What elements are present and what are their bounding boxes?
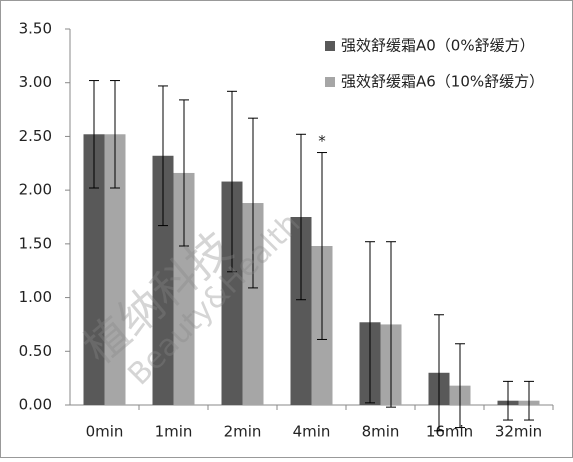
bar	[83, 134, 105, 405]
y-tick-label: 0.50	[19, 342, 52, 360]
y-tick-label: 1.00	[19, 288, 52, 306]
y-tick-label: 0.00	[19, 396, 52, 414]
error-bar	[110, 80, 120, 189]
error-bar	[386, 241, 396, 408]
y-tick-label: 3.50	[19, 20, 52, 38]
x-tick-label: 1min	[155, 423, 193, 441]
error-bar	[503, 380, 513, 421]
bar	[242, 203, 264, 405]
y-tick-label: 2.50	[19, 127, 52, 145]
bar	[221, 181, 243, 405]
legend-swatch	[325, 41, 335, 51]
error-bar	[524, 380, 534, 421]
annotation: *	[318, 132, 326, 150]
error-bar	[227, 90, 237, 273]
x-tick-label: 32min	[495, 423, 542, 441]
y-tick-label: 1.50	[19, 234, 52, 252]
error-bar	[179, 99, 189, 247]
bar	[173, 172, 195, 405]
y-tick-label: 2.00	[19, 181, 52, 199]
x-tick-label: 4min	[293, 423, 331, 441]
error-bar	[248, 117, 258, 289]
error-bar	[434, 314, 444, 432]
error-bar	[365, 241, 375, 404]
error-bar	[317, 152, 327, 340]
legend-swatch	[325, 77, 335, 87]
legend-label: 强效舒缓霜A0（0%舒缓方）	[341, 37, 535, 55]
error-bar	[296, 133, 306, 301]
error-bar	[89, 80, 99, 189]
x-tick-label: 16min	[426, 423, 473, 441]
bar	[152, 155, 174, 405]
error-bar	[158, 85, 168, 227]
bar	[290, 217, 312, 405]
x-tick-label: 8min	[362, 423, 400, 441]
legend-label: 强效舒缓霜A6（10%舒缓方）	[341, 73, 544, 91]
error-bar	[455, 343, 465, 429]
x-tick-label: 0min	[86, 423, 124, 441]
x-tick-label: 2min	[224, 423, 262, 441]
bar	[104, 134, 126, 405]
y-tick-label: 3.00	[19, 73, 52, 91]
